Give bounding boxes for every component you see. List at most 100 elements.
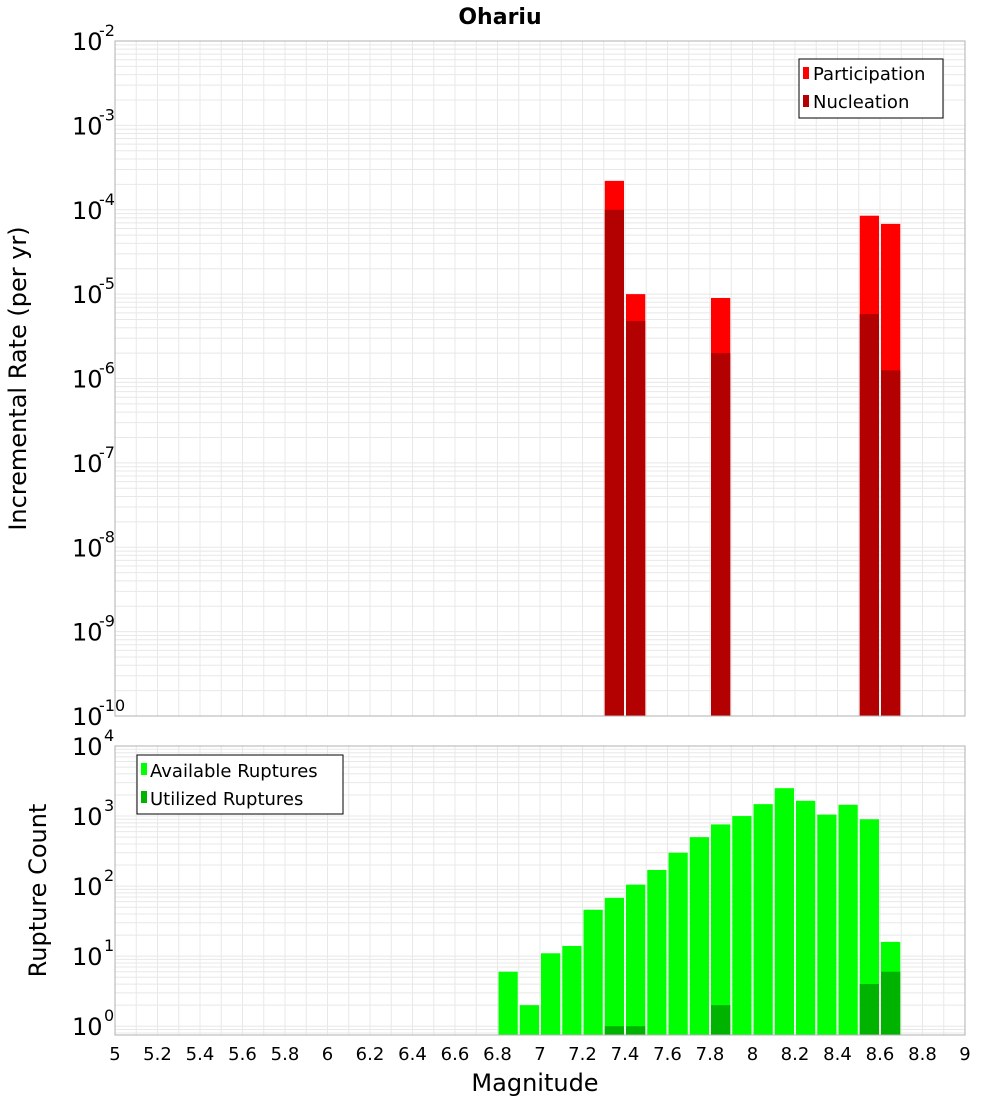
y-tick-exp: 2 xyxy=(104,866,114,885)
available-bar xyxy=(498,971,518,1035)
available-bar xyxy=(774,788,794,1035)
available-bar xyxy=(859,819,879,1035)
y-tick-base: 10 xyxy=(72,112,103,140)
y-tick-exp: -8 xyxy=(99,527,115,546)
available-bar xyxy=(626,884,646,1035)
x-tick-label: 8.2 xyxy=(781,1044,810,1065)
y-tick-exp: 0 xyxy=(104,1006,114,1025)
available-bar xyxy=(604,897,624,1035)
legend-box xyxy=(798,58,944,119)
bottom-plot-frame xyxy=(114,745,966,1036)
y-tick-label: 10 1 xyxy=(72,936,114,971)
chart-title: Ohariu xyxy=(458,5,541,30)
y-tick-base: 10 xyxy=(72,733,103,761)
x-tick-label: 7.6 xyxy=(653,1044,682,1065)
y-tick-base: 10 xyxy=(72,1013,103,1041)
available-bar xyxy=(541,953,561,1035)
y-tick-base: 10 xyxy=(72,619,103,647)
y-tick-exp: -2 xyxy=(99,21,115,40)
x-tick-label: 5.2 xyxy=(143,1044,172,1065)
legend-box xyxy=(136,754,344,815)
available-bar xyxy=(583,909,603,1035)
y-tick-label: 10 4 xyxy=(72,726,114,761)
y-tick-base: 10 xyxy=(72,450,103,478)
y-tick-label: 10-4 xyxy=(72,190,115,225)
legend-label-participation: Participation xyxy=(813,64,925,85)
nucleation-bar xyxy=(711,353,731,716)
x-tick-label: 8 xyxy=(747,1044,758,1065)
x-tick-label: 7.4 xyxy=(611,1044,640,1065)
y-tick-exp: 1 xyxy=(104,936,114,955)
x-tick-label: 5 xyxy=(109,1044,120,1065)
y-tick-exp: 3 xyxy=(104,796,114,815)
x-tick-label: 8.4 xyxy=(823,1044,852,1065)
available-bar xyxy=(817,814,837,1035)
x-tick-label: 8.8 xyxy=(908,1044,937,1065)
y-tick-label: 10-9 xyxy=(72,612,115,647)
available-bar xyxy=(732,816,752,1035)
x-tick-label: 6.2 xyxy=(356,1044,385,1065)
y-tick-label: 10-3 xyxy=(72,105,115,140)
utilized-bar xyxy=(711,1005,731,1035)
legend-bottom: Available Ruptures Utilized Ruptures xyxy=(136,754,344,815)
y-tick-exp: -9 xyxy=(99,612,115,631)
bottom-grid xyxy=(114,745,966,1035)
x-tick-label: 8.6 xyxy=(866,1044,895,1065)
nucleation-bar xyxy=(604,209,624,716)
available-bar xyxy=(753,804,773,1035)
y-tick-label: 10-10 xyxy=(72,696,125,731)
utilized-bar xyxy=(604,1026,624,1035)
x-tick-label: 6.4 xyxy=(398,1044,427,1065)
y-tick-exp: -10 xyxy=(99,696,125,715)
y-tick-base: 10 xyxy=(72,873,103,901)
x-tick-label: 9 xyxy=(959,1044,970,1065)
y-tick-label: 10 2 xyxy=(72,866,114,901)
x-tick-label: 7 xyxy=(534,1044,545,1065)
available-bar xyxy=(796,800,816,1035)
bottom-bars xyxy=(498,788,901,1035)
legend-swatch-participation xyxy=(803,67,809,79)
top-grid xyxy=(114,40,966,717)
utilized-bar xyxy=(859,984,879,1035)
top-bars xyxy=(604,180,901,717)
legend-label-available: Available Ruptures xyxy=(150,761,318,782)
legend-swatch-nucleation xyxy=(803,95,809,107)
top-plot-frame xyxy=(114,40,966,717)
available-bar xyxy=(668,852,688,1035)
y-tick-base: 10 xyxy=(72,803,103,831)
x-tick-label: 5.4 xyxy=(186,1044,215,1065)
x-axis-label: Magnitude xyxy=(471,1069,598,1097)
y-tick-label: 10-5 xyxy=(72,274,115,309)
x-tick-label: 7.8 xyxy=(696,1044,725,1065)
y-tick-label: 10 3 xyxy=(72,796,114,831)
x-tick-label: 6.8 xyxy=(483,1044,512,1065)
y-tick-label: 10-7 xyxy=(72,443,115,478)
y-tick-exp: -7 xyxy=(99,443,115,462)
y-tick-exp: -6 xyxy=(99,359,115,378)
y-tick-label: 10-2 xyxy=(72,21,115,56)
y-tick-exp: 4 xyxy=(104,726,114,745)
legend-label-utilized: Utilized Ruptures xyxy=(150,789,303,810)
y-axis-label-count: Rupture Count xyxy=(24,804,52,978)
utilized-bar xyxy=(881,971,901,1035)
y-tick-base: 10 xyxy=(72,943,103,971)
x-tick-label: 7.2 xyxy=(568,1044,597,1065)
y-tick-exp: -4 xyxy=(99,190,115,209)
y-tick-exp: -5 xyxy=(99,274,115,293)
legend-top: Participation Nucleation xyxy=(798,58,944,119)
y-tick-base: 10 xyxy=(72,534,103,562)
available-bar xyxy=(647,869,667,1035)
y-tick-base: 10 xyxy=(72,366,103,394)
x-tick-label: 6 xyxy=(322,1044,333,1065)
legend-label-nucleation: Nucleation xyxy=(813,92,909,113)
y-tick-exp: -3 xyxy=(99,105,115,124)
x-tick-label: 5.6 xyxy=(228,1044,257,1065)
nucleation-bar xyxy=(881,370,901,716)
available-bar xyxy=(838,804,858,1035)
x-tick-label: 5.8 xyxy=(271,1044,300,1065)
y-tick-label: 10-8 xyxy=(72,527,115,562)
legend-swatch-available xyxy=(141,763,147,775)
nucleation-bar xyxy=(626,321,646,716)
